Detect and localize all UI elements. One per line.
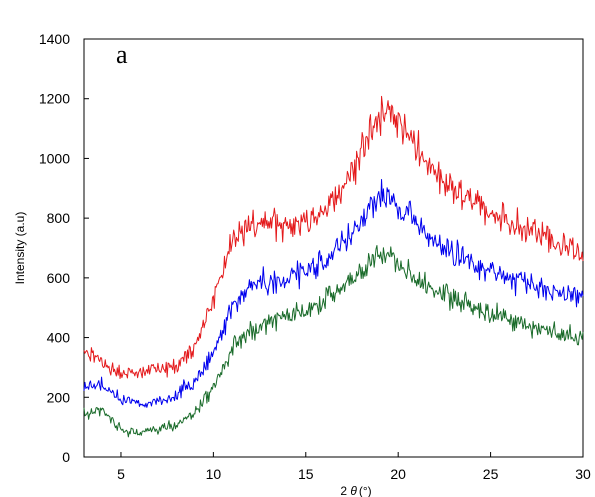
x-tick-label: 30 — [575, 466, 591, 482]
x-axis-title-unit: (°) — [359, 484, 372, 497]
x-tick-label: 15 — [298, 466, 314, 482]
x-axis-title: 2 θ (°) — [340, 484, 371, 497]
y-tick-label: 0 — [62, 449, 70, 465]
x-tick-label: 5 — [117, 466, 125, 482]
plot-border — [83, 38, 584, 458]
y-tick-label: 200 — [47, 389, 71, 405]
x-tick-label: 10 — [206, 466, 222, 482]
x-axis-title-theta: θ — [350, 484, 357, 497]
x-axis: 5 10 15 20 25 30 — [117, 452, 591, 482]
x-tick-label: 25 — [483, 466, 499, 482]
series-green-line — [83, 244, 584, 438]
y-tick-label: 400 — [47, 330, 71, 346]
y-tick-label: 1400 — [39, 31, 70, 47]
y-tick-label: 1000 — [39, 150, 70, 166]
y-axis: 0 200 400 600 800 1000 1200 1400 — [39, 31, 89, 465]
y-tick-label: 800 — [47, 210, 71, 226]
series-red-line — [83, 95, 584, 380]
y-axis-title: Intensity (a.u) — [13, 212, 27, 285]
y-tick-label: 600 — [47, 270, 71, 286]
panel-label: a — [116, 40, 128, 69]
plot-frame — [83, 38, 584, 458]
series-blue-line — [83, 178, 584, 408]
y-tick-label: 1200 — [39, 91, 70, 107]
series-layer — [83, 95, 584, 438]
x-axis-title-prefix: 2 — [340, 484, 350, 497]
x-tick-label: 20 — [390, 466, 406, 482]
